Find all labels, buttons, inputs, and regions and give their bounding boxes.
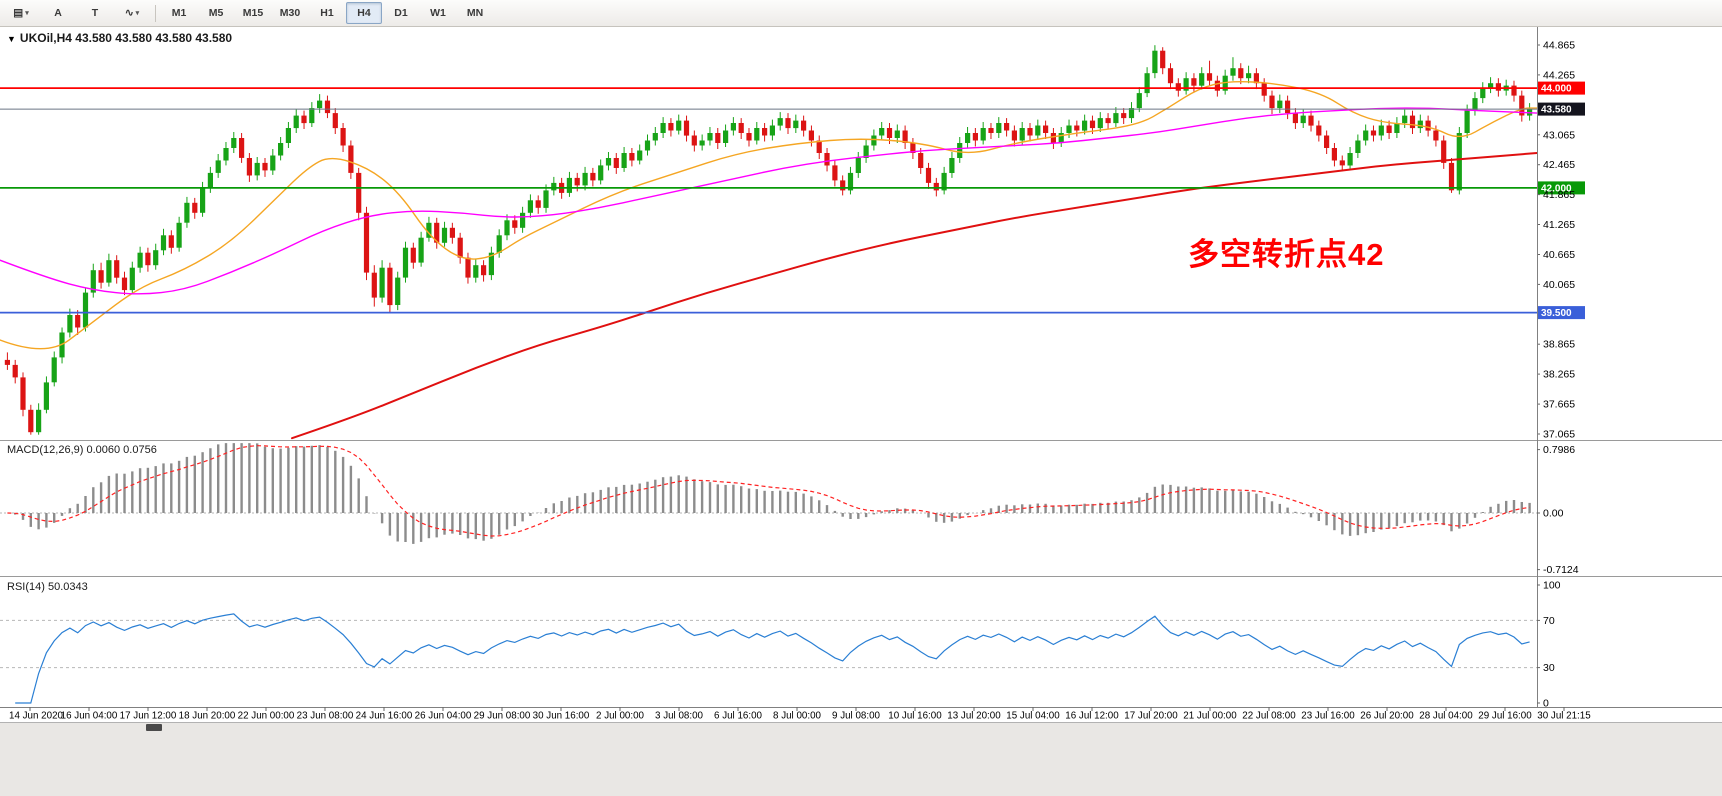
chart-title-text: UKOil,H4 43.580 43.580 43.580 43.580 [19, 31, 233, 45]
timeframe-button-m15[interactable]: M15 [242, 7, 264, 19]
svg-text:41.265: 41.265 [1543, 219, 1575, 231]
hline-44.000[interactable]: 44.000 [0, 81, 1585, 95]
svg-text:42.000: 42.000 [1541, 183, 1572, 194]
svg-text:9 Jul 08:00: 9 Jul 08:00 [832, 711, 880, 722]
scrollbar-thumb[interactable] [146, 724, 162, 731]
timeframe-button-d1[interactable]: D1 [394, 7, 408, 19]
text-tool-icon[interactable]: T [91, 7, 99, 19]
svg-text:42.465: 42.465 [1543, 159, 1575, 171]
svg-text:38.865: 38.865 [1543, 339, 1575, 351]
svg-text:10 Jul 16:00: 10 Jul 16:00 [888, 711, 942, 722]
svg-text:26 Jun 04:00: 26 Jun 04:00 [415, 711, 472, 722]
timeframe-button-m1[interactable]: M1 [171, 7, 187, 19]
timeframe-button-w1[interactable]: W1 [430, 7, 446, 19]
svg-text:2 Jul 00:00: 2 Jul 00:00 [596, 711, 644, 722]
svg-text:0.00: 0.00 [1543, 508, 1564, 520]
rsi-line [15, 613, 1530, 704]
svg-text:28 Jul 04:00: 28 Jul 04:00 [1419, 711, 1473, 722]
indicators-icon[interactable]: ∿ ▾ [124, 7, 140, 19]
macd-signal-line [7, 445, 1530, 537]
svg-text:18 Jun 20:00: 18 Jun 20:00 [179, 711, 236, 722]
svg-text:14 Jun 2020: 14 Jun 2020 [9, 711, 63, 722]
svg-text:70: 70 [1543, 615, 1555, 627]
svg-text:24 Jun 16:00: 24 Jun 16:00 [356, 711, 413, 722]
svg-text:0.7986: 0.7986 [1543, 444, 1575, 456]
svg-text:30 Jul 21:15: 30 Jul 21:15 [1537, 711, 1591, 722]
macd-label: MACD(12,26,9) 0.0060 0.0756 [7, 444, 157, 456]
svg-text:43.065: 43.065 [1543, 129, 1575, 141]
svg-text:38.265: 38.265 [1543, 369, 1575, 381]
svg-text:13 Jul 20:00: 13 Jul 20:00 [947, 711, 1001, 722]
svg-text:37.065: 37.065 [1543, 429, 1575, 441]
timeframe-button-mn[interactable]: MN [466, 7, 484, 19]
toolbar: ▤ ▾ A T ∿ ▾ M1 M5 M15 M30 H1 H4 D1 W1 MN [0, 0, 1722, 27]
svg-text:15 Jul 04:00: 15 Jul 04:00 [1006, 711, 1060, 722]
svg-text:23 Jun 08:00: 23 Jun 08:00 [297, 711, 354, 722]
cursor-mode-icon[interactable]: A [54, 7, 62, 19]
footer-area [0, 722, 1722, 796]
dropdown-caret-icon: ▾ [135, 10, 140, 17]
svg-text:6 Jul 16:00: 6 Jul 16:00 [714, 711, 762, 722]
svg-text:16 Jul 12:00: 16 Jul 12:00 [1065, 711, 1119, 722]
svg-text:8 Jul 00:00: 8 Jul 00:00 [773, 711, 821, 722]
rsi-label: RSI(14) 50.0343 [7, 581, 88, 593]
chart-title: ▼ UKOil,H4 43.580 43.580 43.580 43.580 [7, 31, 232, 45]
svg-text:41.865: 41.865 [1543, 189, 1575, 201]
svg-text:3 Jul 08:00: 3 Jul 08:00 [655, 711, 703, 722]
svg-text:0: 0 [1543, 698, 1549, 710]
svg-text:40.065: 40.065 [1543, 279, 1575, 291]
svg-text:30: 30 [1543, 662, 1555, 674]
svg-text:37.665: 37.665 [1543, 399, 1575, 411]
svg-text:22 Jul 08:00: 22 Jul 08:00 [1242, 711, 1296, 722]
svg-text:100: 100 [1543, 580, 1561, 592]
toolbar-separator [155, 4, 156, 22]
svg-text:16 Jun 04:00: 16 Jun 04:00 [61, 711, 118, 722]
svg-text:43.580: 43.580 [1541, 105, 1572, 116]
chart-canvas[interactable]: 44.000 42.000 39.500 43.580 44.865 44.265 43.0… [0, 27, 1722, 722]
timeframe-button-m5[interactable]: M5 [208, 7, 224, 19]
svg-text:39.500: 39.500 [1541, 308, 1572, 319]
dropdown-caret-icon: ▾ [25, 10, 29, 17]
svg-text:22 Jun 00:00: 22 Jun 00:00 [238, 711, 295, 722]
svg-text:17 Jul 20:00: 17 Jul 20:00 [1124, 711, 1178, 722]
svg-text:30 Jun 16:00: 30 Jun 16:00 [533, 711, 590, 722]
macd-histogram [13, 443, 1531, 544]
svg-text:40.665: 40.665 [1543, 249, 1575, 261]
ma-mid-line [0, 107, 1538, 295]
svg-text:23 Jul 16:00: 23 Jul 16:00 [1301, 711, 1355, 722]
hline-39.500[interactable]: 39.500 [0, 306, 1585, 320]
chart-menu-icon[interactable]: ▼ [7, 34, 16, 44]
svg-text:-0.7124: -0.7124 [1543, 564, 1579, 576]
timeframe-button-h4[interactable]: H4 [346, 2, 382, 24]
svg-text:29 Jun 08:00: 29 Jun 08:00 [474, 711, 531, 722]
hline-42.000[interactable]: 42.000 [0, 181, 1585, 195]
svg-text:29 Jul 16:00: 29 Jul 16:00 [1478, 711, 1532, 722]
timeframe-button-group: M1 M5 M15 M30 H1 H4 D1 W1 MN [161, 2, 493, 24]
svg-text:44.265: 44.265 [1543, 69, 1575, 81]
chart-window-icon[interactable]: ▤ ▾ [13, 7, 29, 19]
svg-text:44.865: 44.865 [1543, 40, 1575, 52]
ma-fast-line [0, 80, 1538, 350]
chart-annotation: 多空转折点42 [1188, 237, 1385, 272]
svg-text:26 Jul 20:00: 26 Jul 20:00 [1360, 711, 1414, 722]
svg-text:21 Jul 00:00: 21 Jul 00:00 [1183, 711, 1237, 722]
timeframe-button-m30[interactable]: M30 [279, 7, 301, 19]
ma-slow-line [291, 152, 1538, 440]
current-price-marker: 43.580 [0, 102, 1585, 116]
svg-text:17 Jun 12:00: 17 Jun 12:00 [120, 711, 177, 722]
timeframe-button-h1[interactable]: H1 [320, 7, 334, 19]
toolbar-icon-group: ▤ ▾ A T ∿ ▾ [3, 2, 150, 24]
price-axis[interactable]: 44.865 44.265 43.065 42.465 41.865 41.265 40.6… [1537, 40, 1575, 441]
svg-text:44.000: 44.000 [1541, 84, 1572, 95]
